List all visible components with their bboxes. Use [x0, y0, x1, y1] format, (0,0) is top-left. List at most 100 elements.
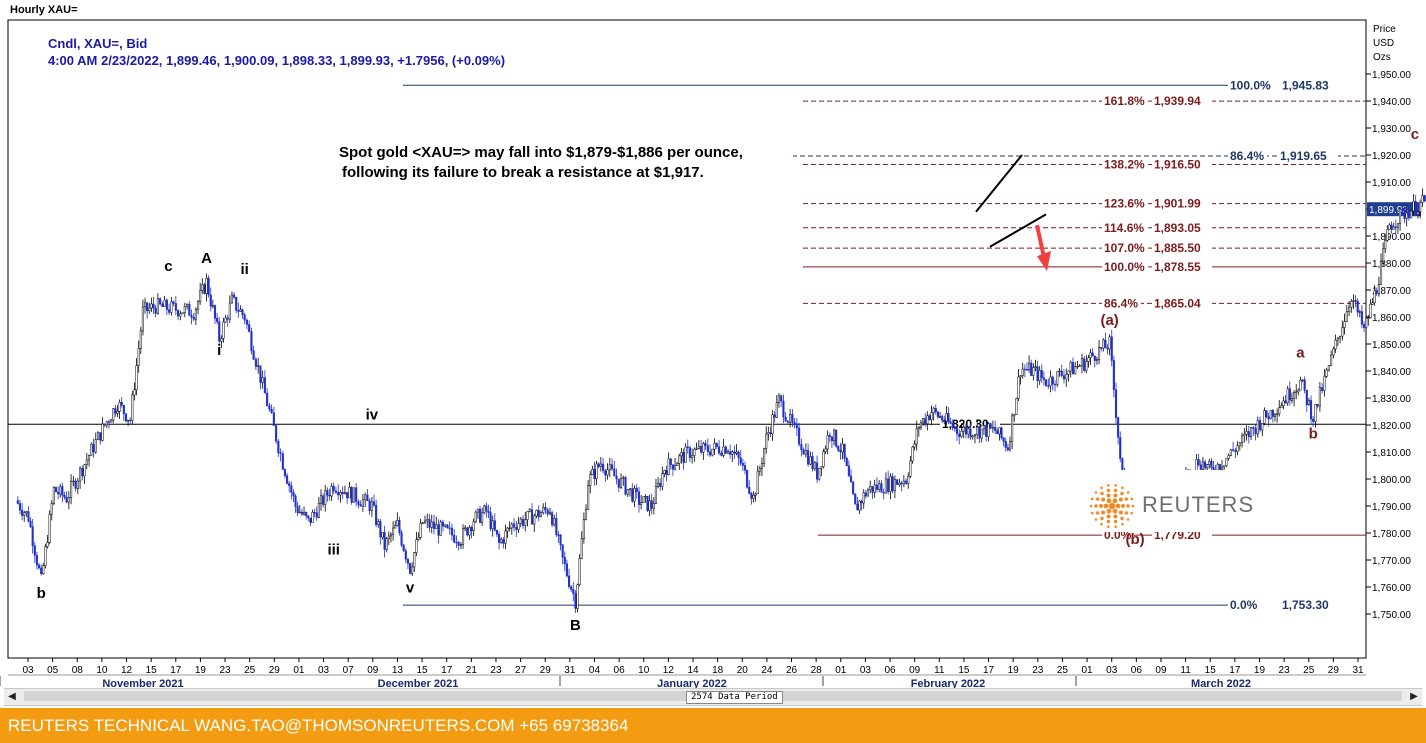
level-value-label: 1,901.99	[1154, 197, 1201, 211]
candle-body	[103, 423, 106, 426]
logo-dot	[1112, 508, 1118, 514]
candle-body	[1023, 368, 1026, 371]
candle-body	[1229, 449, 1232, 456]
logo-dot	[1113, 519, 1118, 524]
x-tick-label: 06	[614, 665, 626, 676]
candle-body	[700, 446, 703, 453]
candle-body	[292, 491, 295, 497]
candle-body	[129, 419, 132, 422]
window-title-bar: Hourly XAU=	[0, 0, 1426, 20]
candle-body	[746, 469, 749, 488]
candle-body	[767, 432, 770, 435]
candle-body	[372, 501, 376, 506]
candle-body	[450, 527, 453, 536]
candle-body	[841, 443, 844, 453]
candle-body	[597, 463, 600, 467]
candle-body	[250, 331, 253, 352]
candle-body	[1261, 423, 1264, 431]
logo-dot	[1120, 491, 1124, 496]
candle-body	[713, 442, 716, 450]
candle-body	[1036, 366, 1039, 381]
candle-body	[1021, 368, 1024, 376]
candle-body	[544, 506, 547, 511]
level-value-bg	[1152, 94, 1212, 109]
scroll-left-arrow-icon[interactable]: ◀	[8, 691, 16, 702]
candle-body	[330, 485, 333, 497]
candle-body	[539, 512, 543, 518]
candle-body	[1299, 379, 1302, 391]
x-tick-label: 03	[22, 665, 34, 676]
candle-body	[611, 464, 614, 470]
logo-dot	[1100, 491, 1104, 496]
candle-body	[18, 503, 22, 511]
candle-body	[1245, 431, 1248, 435]
candle-body	[1303, 379, 1306, 391]
candle-body	[52, 487, 55, 504]
wedge-overlay	[975, 154, 1051, 272]
candle-body	[726, 451, 730, 454]
horizontal-scrollbar[interactable]: ◀ 2574 Data Period ▶	[4, 688, 1422, 706]
candle-body	[1309, 400, 1313, 420]
logo-dot	[1090, 497, 1094, 501]
candle-body	[1280, 405, 1283, 409]
x-tick-label: 23	[1279, 665, 1291, 676]
candle-body	[472, 521, 475, 531]
reuters-logo-text: REUTERS	[1142, 492, 1255, 517]
x-tick-label: 01	[835, 665, 847, 676]
candle-body	[485, 505, 488, 512]
level-label-bg	[1228, 148, 1267, 163]
candle-body	[973, 434, 977, 437]
candle-body	[624, 477, 627, 495]
candle-body	[559, 534, 562, 545]
candle-body	[74, 480, 77, 489]
plot-frame	[7, 19, 1367, 659]
candle-body	[915, 428, 918, 445]
candle-body	[487, 510, 490, 513]
candle-body	[317, 502, 320, 518]
candle-body	[510, 523, 513, 529]
wave-label: iii	[327, 542, 340, 559]
candle-body	[911, 446, 914, 462]
candle-body	[341, 492, 344, 494]
candle-body	[1276, 413, 1279, 416]
candle-body	[650, 500, 653, 509]
candle-body	[928, 415, 931, 420]
x-month-label: January 2022	[657, 678, 727, 690]
x-tick-label: 06	[1131, 665, 1143, 676]
level-value-bg	[1280, 78, 1340, 93]
candle-body	[1254, 428, 1257, 435]
candle-body	[491, 520, 494, 529]
wave-label: a	[1296, 345, 1305, 362]
candle-body	[1102, 339, 1105, 349]
candle-body	[512, 523, 516, 528]
candle-body	[110, 419, 113, 423]
candle-body	[1388, 224, 1391, 230]
candle-body	[733, 451, 736, 454]
candle-body	[1416, 211, 1419, 215]
y-tick-label: 1,750.00	[1372, 610, 1411, 621]
price-chart[interactable]: 1,750.00 1,760.00 1,770.00 1,780.00 1,790.00…	[0, 18, 1426, 690]
logo-dot	[1095, 497, 1100, 501]
candle-body	[642, 496, 645, 503]
scroll-right-arrow-icon[interactable]: ▶	[1410, 691, 1418, 702]
candle-body	[254, 359, 257, 367]
candle-body	[466, 527, 469, 536]
candle-body	[1354, 300, 1357, 302]
logo-dot	[1100, 516, 1104, 521]
candle-body	[1256, 420, 1259, 435]
x-tick-label: 17	[170, 665, 182, 676]
logo-dot	[1106, 498, 1112, 504]
candle-body	[1210, 460, 1213, 468]
candle-body	[143, 302, 147, 308]
annotation-line-2: following its failure to break a resista…	[342, 164, 704, 181]
logo-dot	[1113, 493, 1118, 498]
candle-body	[179, 313, 182, 317]
candle-body	[1093, 355, 1096, 361]
level-value-bg	[1152, 296, 1212, 311]
candle-body	[177, 310, 180, 317]
candle-body	[584, 508, 588, 520]
candle-body	[188, 303, 191, 316]
candle-body	[718, 446, 721, 454]
candle-body	[377, 521, 380, 526]
candle-body	[1110, 336, 1113, 361]
